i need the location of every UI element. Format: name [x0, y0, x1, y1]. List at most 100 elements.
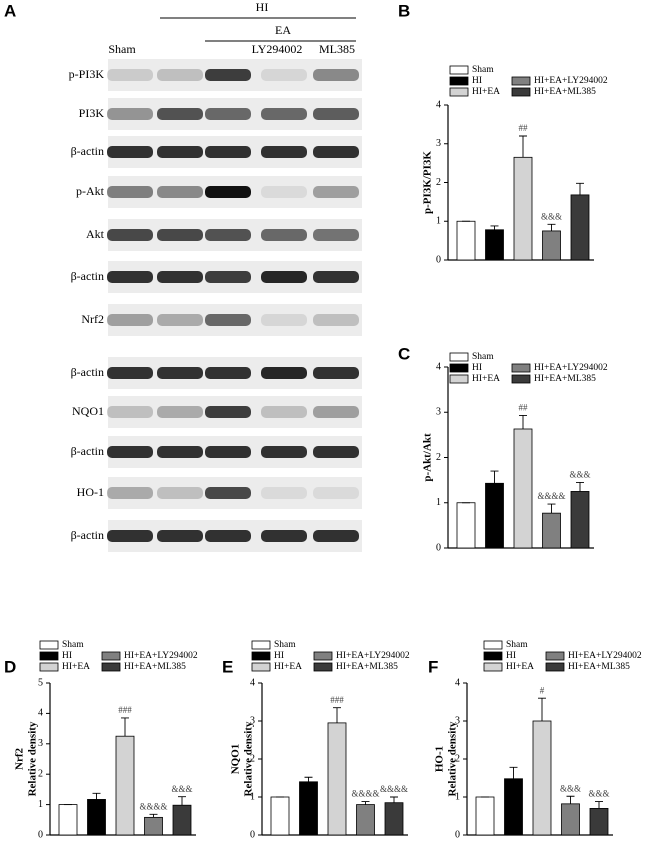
blot-band	[313, 108, 359, 120]
legend-swatch	[101, 651, 121, 661]
legend-swatch	[545, 662, 565, 672]
bar	[513, 156, 533, 261]
y-tick-label: 0	[455, 829, 460, 840]
significance-label: &&&	[588, 789, 609, 799]
bar	[589, 808, 609, 836]
panel-letter: E	[222, 657, 233, 676]
y-tick-label: 2	[455, 753, 460, 764]
significance-label: &&&&	[351, 789, 379, 799]
legend-label: HI+EA+ML385	[534, 374, 596, 384]
blot-band	[313, 367, 359, 379]
row-label: β-actin	[71, 444, 104, 458]
y-tick-label: 1	[436, 216, 441, 227]
bar	[456, 220, 476, 261]
bar	[485, 229, 504, 261]
group-label: EA	[275, 23, 291, 37]
y-axis-label: p-Akt/Akt	[422, 433, 434, 482]
blot-band	[157, 69, 203, 81]
blot-band	[313, 314, 359, 326]
row-label: β-actin	[71, 269, 104, 283]
bar	[542, 512, 561, 549]
significance-label: #	[540, 685, 545, 695]
bar	[384, 802, 404, 836]
blot-band	[205, 108, 251, 120]
blot-band	[107, 186, 153, 198]
bar	[513, 428, 533, 549]
blot-band	[261, 367, 307, 379]
legend-swatch	[39, 662, 59, 672]
y-tick-label: 3	[38, 738, 43, 749]
error-bar	[576, 481, 584, 492]
legend-label: HI+EA+LY294002	[336, 651, 410, 661]
legend-swatch	[313, 651, 333, 661]
blot-band	[107, 229, 153, 241]
blot-band	[157, 108, 203, 120]
blot-band	[261, 108, 307, 120]
legend-label: HI	[62, 651, 72, 661]
y-tick-label: 0	[38, 829, 43, 840]
legend-swatch	[449, 76, 469, 86]
error-bar	[178, 796, 186, 806]
error-bar	[538, 697, 546, 721]
error-bar	[509, 766, 518, 779]
y-tick-label: 3	[436, 407, 441, 418]
legend-label: Sham	[472, 65, 494, 75]
blot-band	[261, 186, 307, 198]
blot-band	[261, 487, 307, 499]
blot-band	[261, 314, 307, 326]
legend-label: Sham	[472, 352, 494, 362]
blot-band	[205, 487, 251, 499]
blot-band	[313, 406, 359, 418]
significance-label: ###	[330, 695, 344, 705]
bar	[144, 816, 163, 836]
row-label: β-actin	[71, 365, 104, 379]
blot-band	[261, 446, 307, 458]
blot-band	[157, 229, 203, 241]
error-bar	[576, 182, 584, 195]
significance-label: ##	[519, 402, 529, 412]
blot-band	[157, 186, 203, 198]
blot-band	[205, 69, 251, 81]
y-tick-label: 2	[436, 177, 441, 188]
error-bar	[490, 225, 499, 230]
error-bar	[519, 414, 527, 429]
blot-band	[157, 271, 203, 283]
legend-swatch	[545, 651, 565, 661]
y-tick-label: 1	[38, 799, 43, 810]
bar	[532, 720, 552, 836]
legend-swatch	[251, 651, 271, 661]
legend-swatch	[39, 640, 59, 650]
blot-band	[313, 229, 359, 241]
row-label: β-actin	[71, 528, 104, 542]
error-bar	[490, 470, 499, 484]
y-axis-label: NQO1	[230, 744, 242, 775]
bar	[327, 722, 347, 836]
significance-label: &&&	[541, 211, 562, 221]
blot-band	[313, 487, 359, 499]
significance-label: ##	[519, 123, 529, 133]
blot-band	[313, 146, 359, 158]
legend-label: Sham	[274, 640, 296, 650]
y-tick-label: 1	[250, 791, 255, 802]
blot-band	[107, 406, 153, 418]
y-axis-label: HO-1	[434, 746, 446, 772]
bar	[570, 194, 590, 261]
error-bar	[304, 776, 313, 782]
significance-label: &&&	[569, 469, 590, 479]
blot-band	[157, 487, 203, 499]
legend-label: HI+EA	[472, 374, 500, 384]
blot-band	[205, 530, 251, 542]
blot-band	[261, 69, 307, 81]
blot-band	[107, 146, 153, 158]
y-tick-label: 2	[436, 452, 441, 463]
legend-label: HI	[506, 651, 516, 661]
bar	[504, 778, 523, 836]
bar	[356, 804, 375, 836]
blot-band	[107, 271, 153, 283]
panel-letter: C	[398, 344, 410, 363]
blot-band	[205, 406, 251, 418]
blot-band	[261, 271, 307, 283]
